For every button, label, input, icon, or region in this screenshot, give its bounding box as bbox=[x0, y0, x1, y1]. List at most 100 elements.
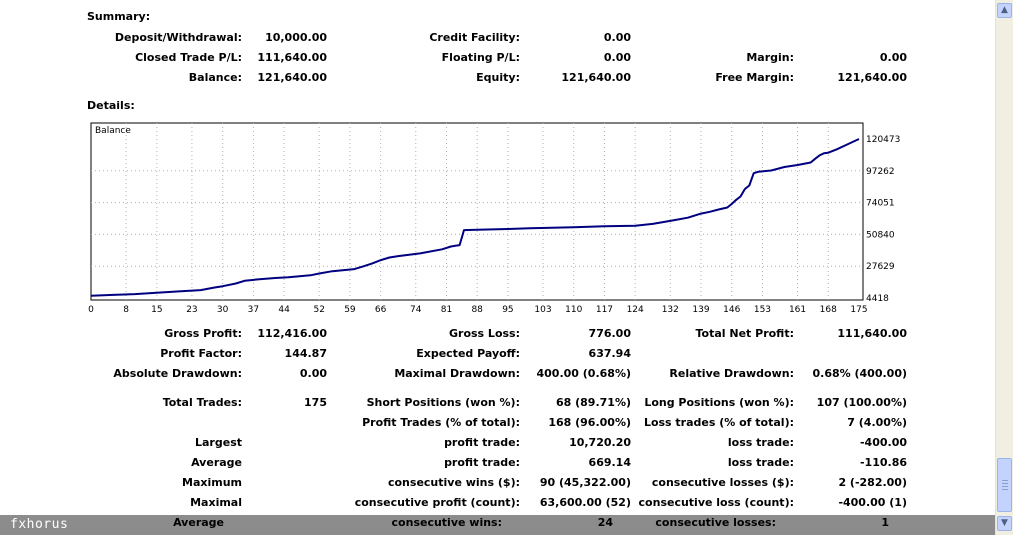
stat-label: Average bbox=[191, 456, 242, 469]
stat-value: 400.00 (0.68%) bbox=[536, 367, 632, 380]
stat-label: Closed Trade P/L: bbox=[135, 51, 242, 64]
stat-value: 7 (4.00%) bbox=[847, 416, 907, 429]
grip-line bbox=[1002, 486, 1008, 487]
stat-label: profit trade: bbox=[444, 436, 520, 449]
brand-watermark: fxhorus bbox=[10, 517, 69, 532]
stat-label: Credit Facility: bbox=[429, 31, 520, 44]
x-tick-label: 81 bbox=[441, 305, 452, 315]
details-heading: Details: bbox=[87, 99, 135, 112]
stat-label: Maximal bbox=[190, 496, 242, 509]
stat-value: -110.86 bbox=[859, 456, 907, 469]
x-tick-label: 52 bbox=[313, 305, 324, 315]
x-tick-label: 74 bbox=[410, 305, 422, 315]
y-tick-label: 4418 bbox=[866, 294, 889, 304]
chevron-up-icon: ▲ bbox=[1001, 5, 1008, 15]
stat-value: 111,640.00 bbox=[257, 51, 327, 64]
stat-value: 90 (45,322.00) bbox=[539, 476, 631, 489]
x-tick-label: 132 bbox=[662, 305, 679, 315]
stat-label: loss trade: bbox=[727, 456, 794, 469]
stat-label: profit trade: bbox=[444, 456, 520, 469]
stat-value: 121,640.00 bbox=[837, 71, 907, 84]
stat-label: Absolute Drawdown: bbox=[113, 367, 242, 380]
x-tick-label: 146 bbox=[723, 305, 740, 315]
balance-chart: 0 8 15 23 30 37 44 52 59 66 74 81 88 95 103 110 117 124 13… bbox=[88, 122, 900, 315]
grip-line bbox=[1002, 489, 1008, 490]
scroll-down-button[interactable]: ▼ bbox=[997, 516, 1012, 531]
x-tick-label: 103 bbox=[534, 305, 551, 315]
stat-label: Gross Loss: bbox=[449, 327, 520, 340]
y-tick-label: 120473 bbox=[866, 135, 900, 145]
x-tick-label: 59 bbox=[344, 305, 356, 315]
stat-value: 10,720.20 bbox=[569, 436, 631, 449]
stat-value: 637.94 bbox=[588, 347, 631, 360]
stat-value: 2 (-282.00) bbox=[838, 476, 907, 489]
stat-label: consecutive loss (count): bbox=[638, 496, 794, 509]
x-tick-label: 124 bbox=[627, 305, 644, 315]
chart-title: Balance bbox=[95, 126, 131, 136]
stat-label: consecutive losses ($): bbox=[651, 476, 794, 489]
grip-line bbox=[1002, 483, 1008, 484]
stat-label: Deposit/Withdrawal: bbox=[114, 31, 242, 44]
stat-value: 121,640.00 bbox=[257, 71, 327, 84]
stat-label: Free Margin: bbox=[715, 71, 794, 84]
y-tick-label: 50840 bbox=[866, 230, 895, 240]
x-tick-label: 168 bbox=[820, 305, 837, 315]
stat-label: consecutive profit (count): bbox=[354, 496, 520, 509]
stat-label: Long Positions (won %): bbox=[644, 396, 794, 409]
stat-label: Floating P/L: bbox=[441, 51, 520, 64]
stat-value: 107 (100.00%) bbox=[816, 396, 907, 409]
stat-label: Profit Factor: bbox=[160, 347, 242, 360]
stat-value: 144.87 bbox=[284, 347, 327, 360]
stat-value: 24 bbox=[597, 516, 613, 529]
stat-label: Relative Drawdown: bbox=[669, 367, 794, 380]
stat-value: 111,640.00 bbox=[837, 327, 907, 340]
x-tick-label: 66 bbox=[375, 305, 387, 315]
scroll-up-button[interactable]: ▲ bbox=[997, 3, 1012, 18]
stat-label: Loss trades (% of total): bbox=[643, 416, 794, 429]
x-tick-label: 23 bbox=[186, 305, 197, 315]
stat-value: 0.00 bbox=[299, 367, 327, 380]
stat-label: Balance: bbox=[188, 71, 242, 84]
stat-label: Total Net Profit: bbox=[695, 327, 795, 340]
stat-label: consecutive wins: bbox=[391, 516, 502, 529]
stat-value: 68 (89.71%) bbox=[555, 396, 631, 409]
stat-label: consecutive wins ($): bbox=[387, 476, 520, 489]
stat-label: Short Positions (won %): bbox=[366, 396, 520, 409]
stat-value: -400.00 (1) bbox=[838, 496, 907, 509]
stat-value: 175 bbox=[304, 396, 327, 409]
stat-label: Maximal Drawdown: bbox=[394, 367, 520, 380]
x-tick-label: 37 bbox=[248, 305, 259, 315]
stat-value: 0.00 bbox=[603, 31, 631, 44]
stat-value: 121,640.00 bbox=[561, 71, 631, 84]
stat-label: Maximum bbox=[182, 476, 242, 489]
x-tick-label: 161 bbox=[789, 305, 806, 315]
stat-value: 776.00 bbox=[588, 327, 631, 340]
scrollbar-thumb[interactable] bbox=[997, 458, 1012, 512]
stat-label: Gross Profit: bbox=[164, 327, 242, 340]
stat-label: Largest bbox=[195, 436, 242, 449]
stat-value: -400.00 bbox=[859, 436, 907, 449]
x-tick-label: 139 bbox=[692, 305, 709, 315]
y-tick-label: 74051 bbox=[866, 199, 895, 209]
stat-label: Average bbox=[173, 516, 224, 529]
x-tick-label: 0 bbox=[88, 305, 94, 315]
y-tick-label: 97262 bbox=[866, 167, 895, 177]
balance-series-line bbox=[90, 138, 860, 297]
x-tick-label: 110 bbox=[565, 305, 582, 315]
x-tick-label: 95 bbox=[502, 305, 513, 315]
vertical-scrollbar[interactable]: ▲ ▼ bbox=[995, 0, 1013, 535]
grip-line bbox=[1002, 480, 1008, 481]
stat-label: Equity: bbox=[476, 71, 520, 84]
stat-value: 112,416.00 bbox=[257, 327, 327, 340]
x-tick-label: 88 bbox=[471, 305, 483, 315]
x-tick-label: 175 bbox=[850, 305, 867, 315]
stat-label: consecutive losses: bbox=[655, 516, 776, 529]
x-tick-label: 30 bbox=[217, 305, 229, 315]
stat-value: 0.00 bbox=[879, 51, 907, 64]
x-tick-label: 8 bbox=[123, 305, 129, 315]
stat-value: 63,600.00 (52) bbox=[539, 496, 631, 509]
bottom-bar: fxhorus Average consecutive wins: 24 consec… bbox=[0, 515, 995, 535]
stat-label: Margin: bbox=[746, 51, 794, 64]
stat-value: 1 bbox=[881, 516, 889, 529]
stat-value: 669.14 bbox=[588, 456, 631, 469]
